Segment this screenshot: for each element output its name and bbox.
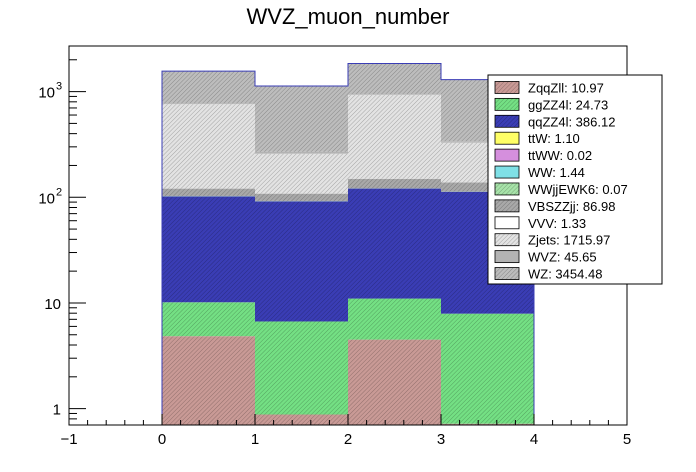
legend-entry: WW: 1.44 [494, 165, 585, 180]
legend-entry: ZqqZll: 10.97 [494, 80, 604, 95]
bar-series-7-bin-1 [255, 193, 348, 201]
legend-label: ttW: 1.10 [528, 131, 580, 146]
legend-label: VVV: 1.33 [528, 216, 586, 231]
legend-entry: VBSZZjj: 86.98 [494, 199, 615, 214]
x-tick-label: 2 [344, 431, 352, 448]
bar-series-0-bin-3 [441, 423, 534, 425]
legend-entry: WVZ: 45.65 [494, 250, 597, 265]
series-2 [162, 188, 534, 322]
svg-text:1: 1 [53, 402, 61, 419]
bar-series-0-bin-1 [255, 414, 348, 425]
bar-series-11-bin-0 [162, 71, 255, 104]
bar-series-9-bin-2 [348, 94, 441, 179]
legend-swatch [494, 81, 520, 94]
svg-text:10: 10 [38, 190, 55, 207]
chart-title: WVZ_muon_number [247, 4, 450, 29]
bar-series-2-bin-2 [348, 188, 441, 299]
x-axis: −1 0 1 2 3 4 5 [60, 414, 631, 448]
legend-swatch [494, 199, 520, 213]
legend-label: Zjets: 1715.97 [528, 233, 610, 248]
bar-series-1-bin-0 [162, 302, 255, 337]
svg-text:10: 10 [38, 85, 55, 102]
legend-swatch [494, 114, 520, 128]
legend-swatch [494, 97, 520, 111]
legend-entry: ttWW: 0.02 [494, 148, 592, 163]
legend-label: qqZZ4l: 386.12 [528, 114, 615, 129]
legend-label: ggZZ4l: 24.73 [528, 97, 608, 112]
x-tick-label: 3 [437, 431, 445, 448]
legend-swatch [494, 267, 520, 280]
x-tick-label: 1 [251, 431, 259, 448]
legend-label: ZqqZll: 10.97 [528, 80, 604, 95]
svg-text:3: 3 [56, 81, 62, 93]
bar-series-7-bin-2 [348, 178, 441, 189]
series-0 [162, 336, 534, 425]
legend-swatch [494, 165, 520, 179]
x-tick-label: 4 [530, 431, 538, 448]
legend-entry: ggZZ4l: 24.73 [494, 97, 608, 112]
legend-entry: qqZZ4l: 386.12 [494, 114, 615, 129]
y-tick-label: 1 [53, 402, 61, 419]
svg-text:2: 2 [56, 186, 62, 198]
legend-entry: ttW: 1.10 [494, 131, 580, 146]
legend-label: WVZ: 45.65 [528, 250, 597, 265]
bar-series-10-bin-1 [255, 151, 348, 154]
legend-label: WW: 1.44 [528, 165, 585, 180]
legend-swatch [494, 233, 520, 247]
legend-entry: WWjjEWK6: 0.07 [494, 182, 628, 197]
x-tick-label: −1 [60, 431, 77, 448]
bar-series-2-bin-1 [255, 201, 348, 322]
legend-swatch [494, 148, 520, 162]
bar-series-9-bin-0 [162, 104, 255, 189]
legend-swatch [494, 216, 520, 230]
legend-label: WWjjEWK6: 0.07 [528, 182, 628, 197]
legend-label: ttWW: 0.02 [528, 148, 592, 163]
legend-swatch [494, 250, 520, 264]
x-tick-label: 5 [623, 431, 631, 448]
bar-series-1-bin-3 [441, 313, 534, 424]
legend-swatch [494, 182, 520, 196]
bar-series-10-bin-2 [348, 94, 441, 95]
bar-series-11-bin-2 [348, 63, 441, 95]
bar-series-10-bin-0 [162, 103, 255, 105]
bar-series-0-bin-2 [348, 339, 441, 425]
bar-series-0-bin-0 [162, 336, 255, 425]
bar-series-1-bin-2 [348, 298, 441, 340]
series-1 [162, 298, 534, 424]
bar-series-1-bin-1 [255, 321, 348, 415]
legend: ZqqZll: 10.97 ggZZ4l: 24.73 qqZZ4l: 386.12… [487, 74, 663, 285]
bar-series-7-bin-0 [162, 188, 255, 196]
x-tick-label: 0 [158, 431, 166, 448]
legend-label: VBSZZjj: 86.98 [528, 199, 615, 214]
y-tick-label: 10 [44, 296, 61, 313]
y-tick-label: 10 2 [38, 186, 62, 207]
legend-swatch [494, 131, 520, 145]
bar-series-9-bin-1 [255, 153, 348, 194]
y-tick-label: 10 3 [38, 81, 62, 102]
legend-entry: VVV: 1.33 [494, 216, 586, 231]
legend-label: WZ: 3454.48 [528, 267, 602, 282]
bar-series-2-bin-0 [162, 196, 255, 303]
svg-text:10: 10 [44, 296, 61, 313]
legend-entry: Zjets: 1715.97 [494, 233, 610, 248]
legend-entry: WZ: 3454.48 [494, 267, 602, 282]
bar-series-11-bin-1 [255, 86, 348, 152]
